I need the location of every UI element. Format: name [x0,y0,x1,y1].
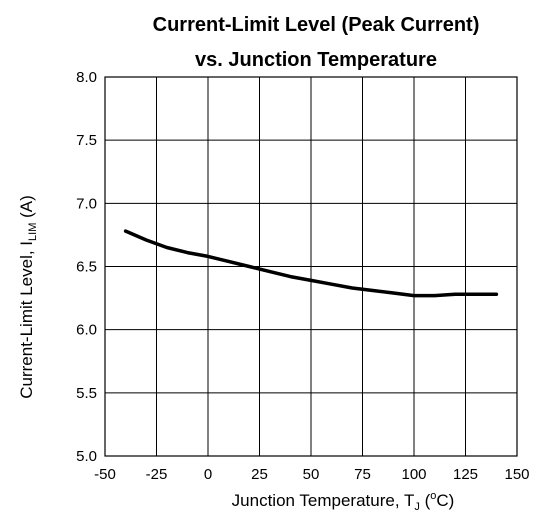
x-tick-labels: -50 -25 0 25 50 75 100 125 150 [94,466,529,483]
chart-title-line2: vs. Junction Temperature [195,49,437,71]
grid [104,76,518,457]
x-tick-label: -25 [146,466,168,483]
series-line [123,229,499,298]
x-tick-label: 150 [504,466,529,483]
y-tick-label: 7.5 [76,132,97,149]
x-tick-label: 125 [453,466,478,483]
chart-title-line1: Current-Limit Level (Peak Current) [153,14,480,36]
plot-frame [104,76,518,457]
y-tick-labels: 5.0 5.5 6.0 6.5 7.0 7.5 8.0 [76,69,97,465]
x-tick-label: 50 [303,466,320,483]
y-tick-label: 6.5 [76,259,97,276]
series-group [123,229,499,298]
x-tick-label: 25 [251,466,268,483]
x-tick-label: 100 [401,466,426,483]
x-tick-label: -50 [94,466,116,483]
y-tick-label: 7.0 [76,195,97,212]
y-tick-label: 8.0 [76,69,97,86]
y-tick-label: 5.0 [76,448,97,465]
x-tick-label: 0 [204,466,212,483]
y-tick-label: 5.5 [76,385,97,402]
y-tick-label: 6.0 [76,322,97,339]
x-tick-label: 75 [354,466,371,483]
x-axis-label: Junction Temperature, TJ (oC) [232,490,455,513]
y-axis-label: Current-Limit Level, ILIM (A) [17,195,39,399]
